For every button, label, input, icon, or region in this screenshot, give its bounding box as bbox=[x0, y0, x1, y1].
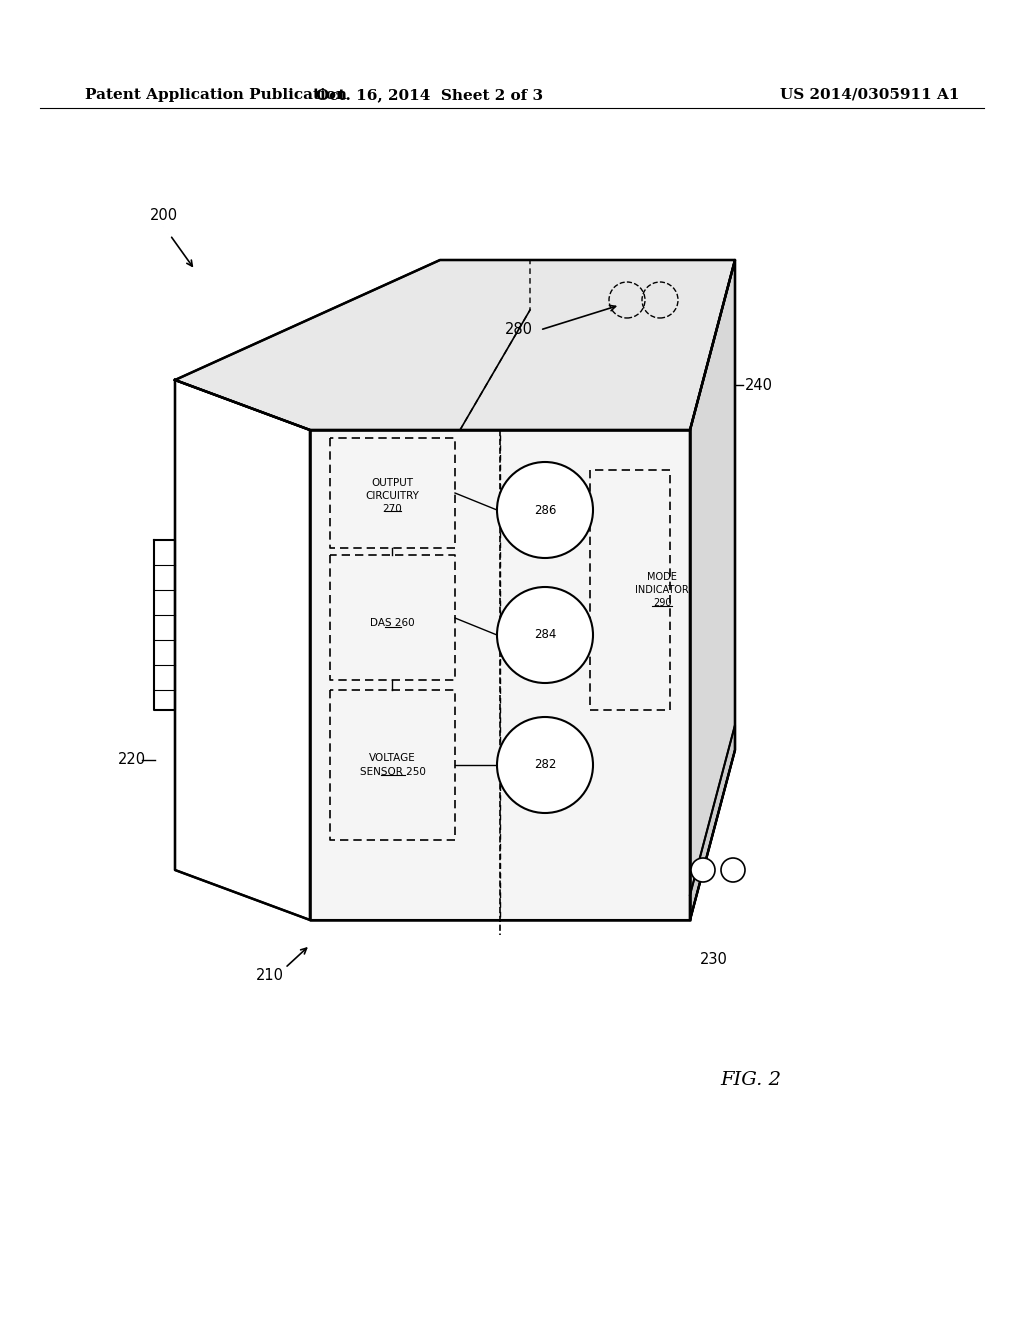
Text: 220: 220 bbox=[118, 752, 146, 767]
Text: 282: 282 bbox=[534, 759, 556, 771]
Polygon shape bbox=[175, 260, 735, 430]
Circle shape bbox=[497, 587, 593, 682]
Text: 284: 284 bbox=[534, 628, 556, 642]
Polygon shape bbox=[154, 540, 175, 710]
Circle shape bbox=[497, 717, 593, 813]
Circle shape bbox=[721, 858, 745, 882]
Text: Patent Application Publication: Patent Application Publication bbox=[85, 88, 347, 102]
Text: 230: 230 bbox=[700, 953, 728, 968]
Polygon shape bbox=[175, 380, 310, 920]
Polygon shape bbox=[310, 430, 690, 920]
Text: 280: 280 bbox=[505, 322, 534, 338]
Polygon shape bbox=[690, 260, 735, 920]
Text: 200: 200 bbox=[150, 207, 178, 223]
Text: DAS 260: DAS 260 bbox=[371, 618, 415, 627]
Text: 240: 240 bbox=[745, 378, 773, 392]
Circle shape bbox=[497, 462, 593, 558]
Text: US 2014/0305911 A1: US 2014/0305911 A1 bbox=[780, 88, 959, 102]
Text: FIG. 2: FIG. 2 bbox=[720, 1071, 781, 1089]
Circle shape bbox=[691, 858, 715, 882]
Text: 286: 286 bbox=[534, 503, 556, 516]
Polygon shape bbox=[690, 725, 735, 920]
Text: OUTPUT
CIRCUITRY
270: OUTPUT CIRCUITRY 270 bbox=[366, 478, 420, 515]
Text: Oct. 16, 2014  Sheet 2 of 3: Oct. 16, 2014 Sheet 2 of 3 bbox=[316, 88, 544, 102]
Text: 210: 210 bbox=[256, 968, 284, 982]
Text: MODE
INDICATOR
290: MODE INDICATOR 290 bbox=[635, 572, 689, 609]
Text: VOLTAGE
SENSOR 250: VOLTAGE SENSOR 250 bbox=[359, 754, 425, 776]
